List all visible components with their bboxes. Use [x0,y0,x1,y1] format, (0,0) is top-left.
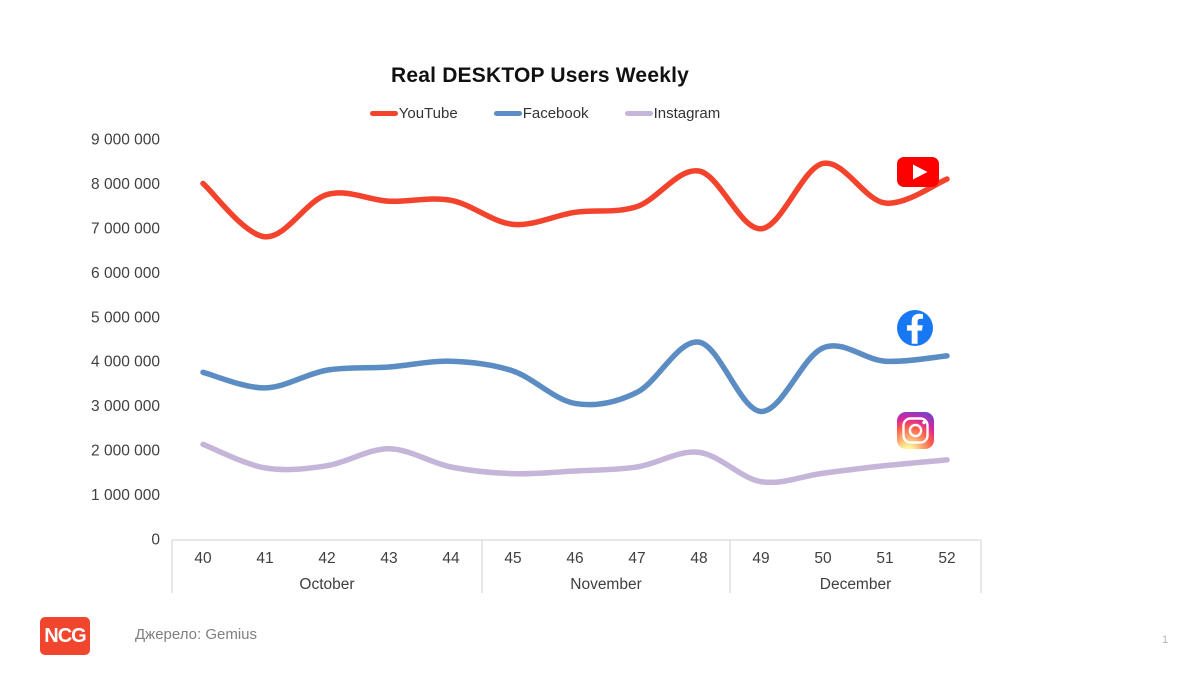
month-label: December [820,576,892,593]
y-axis-tick-label: 7 000 000 [91,220,160,237]
chart-title: Real DESKTOP Users Weekly [391,64,689,87]
series-line-instagram [200,441,950,486]
facebook-line-swatch [493,111,522,116]
week-label: 45 [504,550,521,567]
legend-item-facebook: Facebook [493,105,589,122]
chart-legend: YouTube Facebook Instagram [0,105,1090,122]
legend-label-instagram: Instagram [653,105,721,122]
ncg-logo: NCG [40,617,90,655]
legend-label-youtube: YouTube [398,105,458,122]
week-label: 42 [318,550,335,567]
legend-item-instagram: Instagram [624,105,721,122]
y-axis-tick-label: 4 000 000 [91,354,160,371]
source-text: Джерело: Gemius [135,626,257,643]
youtube-line-swatch [369,111,398,116]
week-label: 47 [628,550,645,567]
y-axis-tick-label: 0 [151,532,160,549]
month-label: November [570,576,642,593]
week-label: 52 [938,550,955,567]
axes: 0 1 000 000 2 000 000 3 000 000 4 000 000 5 0… [91,132,982,593]
instagram-icon [897,412,934,449]
week-label: 41 [256,550,273,567]
series-lines [200,160,950,486]
legend-label-facebook: Facebook [522,105,589,122]
y-axis-tick-label: 1 000 000 [91,487,160,504]
week-label: 40 [194,550,212,567]
week-label: 46 [566,550,583,567]
week-label: 44 [442,550,460,567]
instagram-line-swatch [624,111,653,116]
y-axis-tick-label: 5 000 000 [91,309,160,326]
week-label: 50 [814,550,832,567]
legend-item-youtube: YouTube [369,105,458,122]
page-number: 1 [1162,634,1169,646]
week-label: 51 [876,550,893,567]
week-label: 48 [690,550,707,567]
week-label: 43 [380,550,397,567]
week-label: 49 [752,550,769,567]
y-axis-tick-label: 2 000 000 [91,443,160,460]
y-axis-tick-label: 3 000 000 [91,398,160,415]
y-axis-tick-label: 8 000 000 [91,176,160,193]
month-label: October [299,576,354,593]
facebook-icon [897,310,933,346]
youtube-icon [897,157,939,187]
series-line-facebook [200,339,950,415]
y-axis-tick-label: 6 000 000 [91,265,160,282]
series-line-youtube [200,160,950,240]
y-axis-tick-label: 9 000 000 [91,132,160,149]
